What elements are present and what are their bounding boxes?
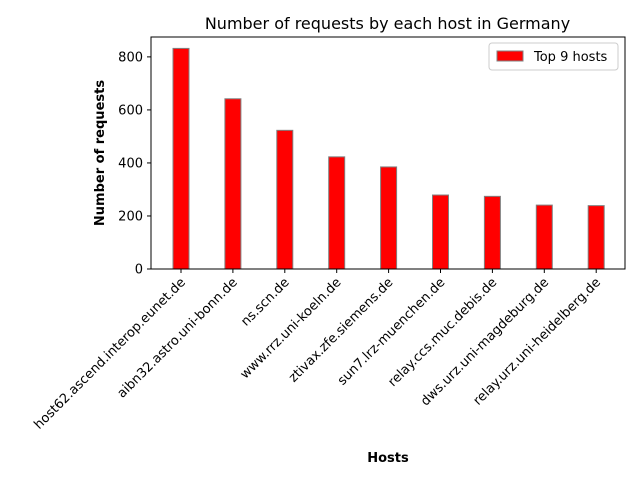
- bar-5: [380, 166, 398, 270]
- legend: Top 9 hosts: [488, 42, 619, 71]
- chart-title: Number of requests by each host in Germa…: [205, 14, 570, 33]
- x-tick-label: ztivax.zfe.siemens.de: [286, 275, 396, 385]
- y-tick-label: 600: [118, 103, 143, 118]
- bar-1: [172, 47, 190, 270]
- plot-frame: [150, 36, 626, 270]
- bar-8: [535, 204, 553, 270]
- legend-box: [488, 42, 619, 71]
- bar-2: [224, 98, 242, 270]
- x-tick-label: www.rrz.uni-koeln.de: [238, 275, 345, 382]
- x-tick-label: sun7.lrz-muenchen.de: [335, 275, 448, 388]
- x-tick-label: ns.scn.de: [238, 275, 292, 329]
- y-tick-label: 800: [118, 50, 143, 65]
- legend-swatch: [496, 50, 524, 62]
- y-tick-label: 200: [118, 209, 143, 224]
- x-axis-label: Hosts: [367, 451, 409, 466]
- y-tick-label: 400: [118, 156, 143, 171]
- bar-7: [483, 195, 501, 270]
- bar-3: [276, 129, 294, 270]
- y-tick-label: 0: [135, 263, 143, 278]
- y-axis-label: Number of requests: [93, 80, 108, 226]
- bars-group: [172, 47, 605, 270]
- bar-9: [587, 205, 605, 270]
- bar-6: [432, 194, 449, 270]
- bar-4: [328, 156, 346, 270]
- x-axis: host62.ascend.interop.eunet.deaibn32.ast…: [31, 269, 604, 433]
- y-axis: 0 200 400 600 800: [118, 50, 151, 278]
- legend-entry-label: Top 9 hosts: [533, 50, 608, 65]
